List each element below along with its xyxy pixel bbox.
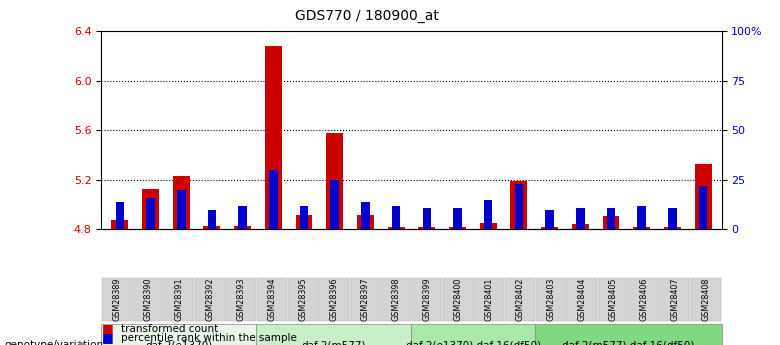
- Text: daf-2(m577) daf-16(df50): daf-2(m577) daf-16(df50): [562, 340, 695, 345]
- Text: GSM28396: GSM28396: [329, 277, 339, 321]
- Bar: [300, 206, 308, 229]
- Bar: [545, 209, 554, 229]
- Text: GSM28404: GSM28404: [577, 278, 587, 321]
- Bar: [296, 215, 313, 229]
- Text: ▶: ▶: [80, 338, 89, 345]
- Bar: [664, 227, 681, 229]
- Bar: [699, 186, 707, 229]
- Bar: [388, 227, 405, 229]
- Bar: [515, 184, 523, 229]
- Bar: [607, 208, 615, 229]
- Bar: [204, 226, 221, 229]
- Bar: [234, 226, 251, 229]
- Text: ■: ■: [101, 322, 113, 335]
- Bar: [357, 215, 374, 229]
- Text: GSM28403: GSM28403: [547, 278, 555, 321]
- Text: daf-2(m577): daf-2(m577): [302, 340, 366, 345]
- Text: GSM28405: GSM28405: [608, 277, 618, 321]
- Bar: [418, 227, 435, 229]
- Text: genotype/variation: genotype/variation: [4, 340, 103, 345]
- Bar: [637, 206, 646, 229]
- Bar: [480, 223, 497, 229]
- Bar: [112, 219, 128, 229]
- Bar: [392, 206, 400, 229]
- Bar: [269, 170, 278, 229]
- Text: GSM28402: GSM28402: [516, 277, 524, 321]
- Bar: [633, 227, 650, 229]
- Bar: [239, 206, 247, 229]
- Text: GSM28391: GSM28391: [175, 277, 183, 321]
- Bar: [361, 201, 370, 229]
- Text: GSM28394: GSM28394: [268, 277, 276, 321]
- Text: ■: ■: [101, 331, 113, 344]
- Text: GSM28400: GSM28400: [453, 278, 463, 321]
- Text: GSM28397: GSM28397: [360, 277, 370, 321]
- Bar: [146, 198, 154, 229]
- Text: GDS770 / 180900_at: GDS770 / 180900_at: [295, 9, 438, 23]
- Text: GSM28393: GSM28393: [236, 277, 246, 321]
- Text: GSM28398: GSM28398: [392, 277, 400, 321]
- Bar: [326, 133, 343, 229]
- Text: GSM28399: GSM28399: [423, 277, 431, 321]
- Bar: [177, 190, 186, 229]
- Text: GSM28407: GSM28407: [671, 277, 679, 321]
- Bar: [572, 225, 589, 229]
- Text: GSM28390: GSM28390: [144, 277, 152, 321]
- Text: daf-2(e1370) daf-16(df50): daf-2(e1370) daf-16(df50): [406, 340, 541, 345]
- Bar: [115, 201, 124, 229]
- Bar: [207, 209, 216, 229]
- Text: GSM28401: GSM28401: [484, 278, 494, 321]
- Bar: [449, 227, 466, 229]
- Bar: [173, 176, 190, 229]
- Bar: [668, 208, 677, 229]
- Bar: [142, 188, 159, 229]
- Bar: [602, 216, 619, 229]
- Bar: [510, 181, 527, 229]
- Bar: [541, 227, 558, 229]
- Text: percentile rank within the sample: percentile rank within the sample: [121, 333, 296, 343]
- Text: transformed count: transformed count: [121, 324, 218, 334]
- Bar: [265, 46, 282, 229]
- Bar: [695, 164, 711, 229]
- Text: GSM28406: GSM28406: [640, 278, 648, 321]
- Bar: [576, 208, 584, 229]
- Text: GSM28389: GSM28389: [112, 277, 122, 321]
- Bar: [423, 208, 431, 229]
- Text: GSM28408: GSM28408: [701, 278, 711, 321]
- Bar: [453, 208, 462, 229]
- Bar: [484, 200, 492, 229]
- Text: GSM28392: GSM28392: [205, 277, 215, 321]
- Text: GSM28395: GSM28395: [299, 277, 307, 321]
- Text: daf-2(e1370): daf-2(e1370): [145, 340, 212, 345]
- Bar: [331, 180, 339, 229]
